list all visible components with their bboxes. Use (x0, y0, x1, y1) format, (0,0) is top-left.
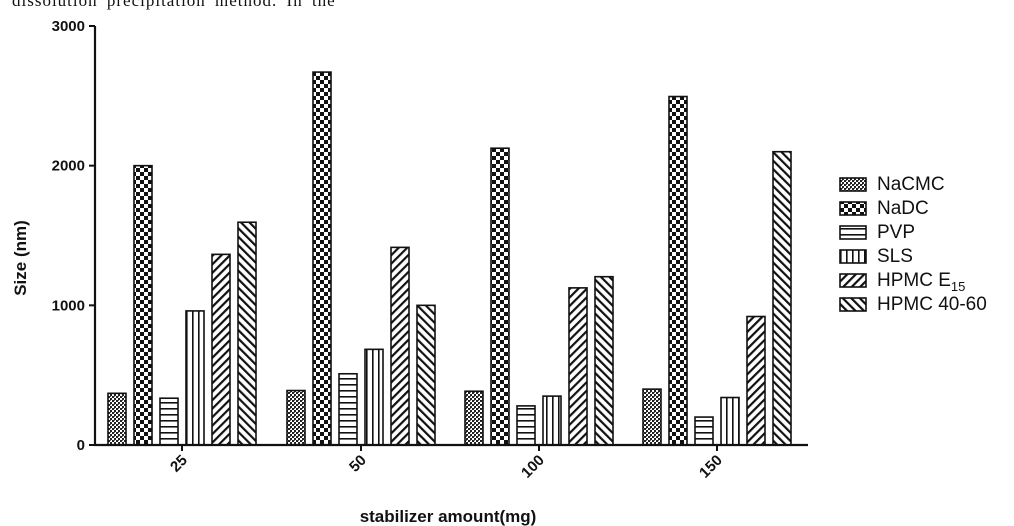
bar-sls-50 (364, 348, 384, 446)
bar-nadc-50 (312, 71, 332, 446)
bar-nadc-100 (490, 147, 510, 446)
legend-label-main: HPMC E (877, 270, 951, 291)
legend-label-main: NaDC (877, 198, 929, 219)
bar-pvp-100 (516, 405, 536, 446)
legend-label: NaDC (877, 198, 929, 219)
legend-label: HPMC E15 (877, 270, 965, 294)
bar-nacmc-50 (286, 389, 306, 446)
legend-item-hpmc-40-60: HPMC 40-60 (839, 294, 987, 315)
legend-swatch (839, 177, 867, 192)
legend-label: PVP (877, 222, 915, 243)
legend-item-sls: SLS (839, 246, 913, 267)
bars-group (107, 71, 792, 446)
bar-hpmc-40-60-150 (772, 150, 792, 446)
y-tick-label: 0 (77, 437, 85, 454)
legend-item-nadc: NaDC (839, 198, 929, 219)
bar-nacmc-100 (464, 390, 484, 446)
bar-nadc-25 (133, 164, 153, 446)
bar-hpmc-e15-100 (568, 287, 588, 446)
x-axis-title: stabilizer amount(mg) (360, 507, 537, 526)
y-tick-label: 3000 (52, 18, 85, 35)
bar-pvp-150 (694, 416, 714, 446)
x-tick-label: 50 (346, 452, 370, 476)
legend-swatch (839, 297, 867, 312)
bar-sls-150 (720, 396, 740, 446)
x-tick-label: 150 (696, 452, 726, 482)
legend-swatch (839, 201, 867, 216)
bar-nacmc-150 (642, 388, 662, 446)
legend-label: SLS (877, 246, 913, 267)
bar-hpmc-e15-25 (211, 253, 231, 446)
legend-label-main: SLS (877, 246, 913, 267)
bar-hpmc-40-60-100 (594, 275, 614, 446)
legend-label: NaCMC (877, 174, 945, 195)
bar-pvp-25 (159, 397, 179, 446)
bar-hpmc-e15-150 (746, 315, 766, 446)
y-tick-label: 1000 (52, 297, 85, 314)
x-tick-label: 25 (167, 452, 191, 476)
legend-item-nacmc: NaCMC (839, 174, 945, 195)
legend-swatch (839, 249, 867, 264)
bar-nadc-150 (668, 95, 688, 446)
legend-item-hpmc-e15: HPMC E15 (839, 270, 965, 294)
bar-hpmc-e15-50 (390, 246, 410, 446)
legend-swatch (839, 273, 867, 288)
bar-sls-25 (185, 310, 205, 446)
legend-label-main: HPMC 40-60 (877, 294, 987, 315)
bar-pvp-50 (338, 372, 358, 446)
bar-hpmc-40-60-50 (416, 304, 436, 446)
legend-item-pvp: PVP (839, 222, 915, 243)
y-tick-label: 2000 (52, 158, 85, 175)
x-tick-label: 100 (518, 452, 548, 482)
legend-label-main: PVP (877, 222, 915, 243)
legend-label-subscript: 15 (951, 279, 965, 294)
legend-label: HPMC 40-60 (877, 294, 987, 315)
page-fragment-text: dissolution precipitation method. In the (12, 0, 336, 10)
bar-nacmc-25 (107, 392, 127, 446)
legend-swatch (839, 225, 867, 240)
y-axis-title: Size (nm) (11, 220, 30, 296)
bar-sls-100 (542, 395, 562, 446)
legend-label-main: NaCMC (877, 174, 945, 195)
bar-hpmc-40-60-25 (237, 221, 257, 446)
